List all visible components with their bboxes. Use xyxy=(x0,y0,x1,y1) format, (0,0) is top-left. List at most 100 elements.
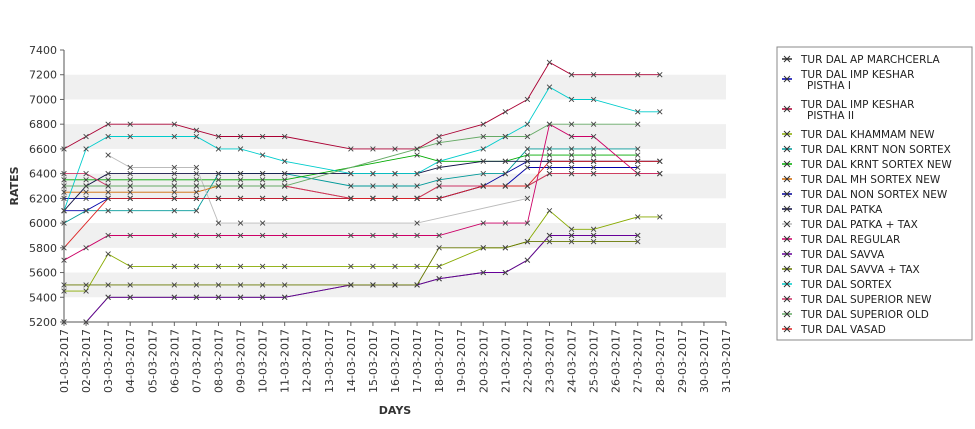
x-tick-label: 17-03-2017 xyxy=(411,329,424,393)
legend-marker xyxy=(783,295,791,303)
x-tick-label: 12-03-2017 xyxy=(301,329,314,393)
data-point xyxy=(635,72,641,78)
data-point xyxy=(237,220,244,226)
y-tick-label: 5400 xyxy=(29,291,57,304)
legend-label: TUR DAL PATKA xyxy=(800,204,883,216)
data-point xyxy=(348,232,354,239)
data-point xyxy=(436,245,442,251)
legend-label: TUR DAL VASAD xyxy=(800,324,886,336)
data-point xyxy=(105,133,111,140)
data-point xyxy=(502,245,509,251)
data-point xyxy=(480,245,486,251)
data-point xyxy=(171,164,178,171)
data-point xyxy=(193,263,200,270)
data-point xyxy=(568,72,575,78)
data-point xyxy=(259,152,266,158)
data-point xyxy=(83,146,89,152)
x-tick-label: 23-03-2017 xyxy=(543,329,556,393)
data-point xyxy=(171,133,178,140)
data-point xyxy=(590,158,597,164)
data-point xyxy=(215,177,222,183)
data-point xyxy=(105,152,111,158)
data-point xyxy=(635,232,641,239)
series-line xyxy=(64,241,638,286)
data-point xyxy=(546,232,553,239)
legend-marker xyxy=(783,325,791,333)
data-point xyxy=(259,220,266,226)
x-tick-label: 29-03-2017 xyxy=(676,329,689,393)
data-point xyxy=(348,263,354,270)
x-tick-label: 16-03-2017 xyxy=(389,329,402,393)
data-point xyxy=(237,133,244,140)
series-tur-dal-savva-tax xyxy=(61,238,641,288)
data-point xyxy=(414,195,420,202)
data-point xyxy=(281,294,288,300)
data-point xyxy=(281,177,288,183)
x-tick-label: 31-03-2017 xyxy=(720,329,733,393)
legend-label: TUR DAL SORTEX xyxy=(800,279,892,291)
legend-item: TUR DAL IMP KESHAR PISTHA II xyxy=(782,99,914,122)
y-axis-title: RATES xyxy=(8,166,21,205)
data-point xyxy=(171,170,178,177)
data-point xyxy=(635,152,641,158)
legend-item: TUR DAL REGULAR xyxy=(782,234,900,246)
legend-item: TUR DAL IMP KESHAR PISTHA I xyxy=(782,69,914,92)
x-tick-label: 24-03-2017 xyxy=(566,329,579,393)
legend-label: TUR DAL SUPERIOR NEW xyxy=(800,294,932,306)
data-point xyxy=(105,177,111,183)
legend-label: TUR DAL NON SORTEX NEW xyxy=(800,189,948,201)
data-point xyxy=(546,59,553,66)
data-point xyxy=(105,208,111,214)
legend-marker xyxy=(783,130,791,138)
data-point xyxy=(436,140,442,146)
data-point xyxy=(215,220,222,226)
data-point xyxy=(171,195,178,202)
data-point xyxy=(281,133,288,140)
data-point xyxy=(657,72,663,78)
data-point xyxy=(105,251,111,257)
data-point xyxy=(193,208,200,214)
data-point xyxy=(635,164,641,171)
data-point xyxy=(127,263,133,270)
data-point xyxy=(546,84,553,90)
data-point xyxy=(502,158,509,164)
data-point xyxy=(127,294,133,300)
legend-item: TUR DAL VASAD xyxy=(782,324,886,336)
legend-item: TUR DAL KRNT NON SORTEX xyxy=(782,144,951,156)
series-line xyxy=(64,154,638,181)
data-point xyxy=(83,288,89,294)
legend-label: TUR DAL SAVVA + TAX xyxy=(800,264,920,276)
data-point xyxy=(105,121,111,127)
data-point xyxy=(171,189,178,195)
legend: TUR DAL AP MARCHCERLA TUR DAL IMP KESHAR P… xyxy=(776,46,973,341)
data-point xyxy=(215,133,222,140)
data-point xyxy=(568,121,575,127)
data-point xyxy=(281,232,288,239)
data-point xyxy=(568,238,575,245)
data-point xyxy=(524,195,531,202)
data-point xyxy=(392,282,398,288)
legend-item: TUR DAL PATKA + TAX xyxy=(782,219,918,231)
legend-label: TUR DAL IMP KESHAR PISTHA II xyxy=(800,99,914,122)
x-tick-label: 25-03-2017 xyxy=(588,329,601,393)
data-point xyxy=(590,96,597,103)
data-point xyxy=(480,158,486,164)
data-point xyxy=(480,133,486,140)
x-axis-ticks: 01-03-2017 02-03-2017 03-03-2017 04-03-2017… xyxy=(58,322,733,393)
data-point xyxy=(524,220,531,226)
data-point xyxy=(436,183,442,189)
legend-marker xyxy=(783,250,791,258)
legend-label: TUR DAL IMP KESHAR PISTHA I xyxy=(800,69,914,92)
data-point xyxy=(281,158,288,164)
data-point xyxy=(105,189,111,195)
data-point xyxy=(546,170,553,177)
legend-item: TUR DAL PATKA xyxy=(782,204,883,216)
data-point xyxy=(127,195,133,202)
data-point xyxy=(480,170,486,177)
data-point xyxy=(370,263,376,270)
data-point xyxy=(568,170,575,177)
data-point xyxy=(193,294,200,300)
data-point xyxy=(590,72,597,78)
series-tur-dal-sortex xyxy=(61,84,663,214)
data-point xyxy=(348,183,354,189)
